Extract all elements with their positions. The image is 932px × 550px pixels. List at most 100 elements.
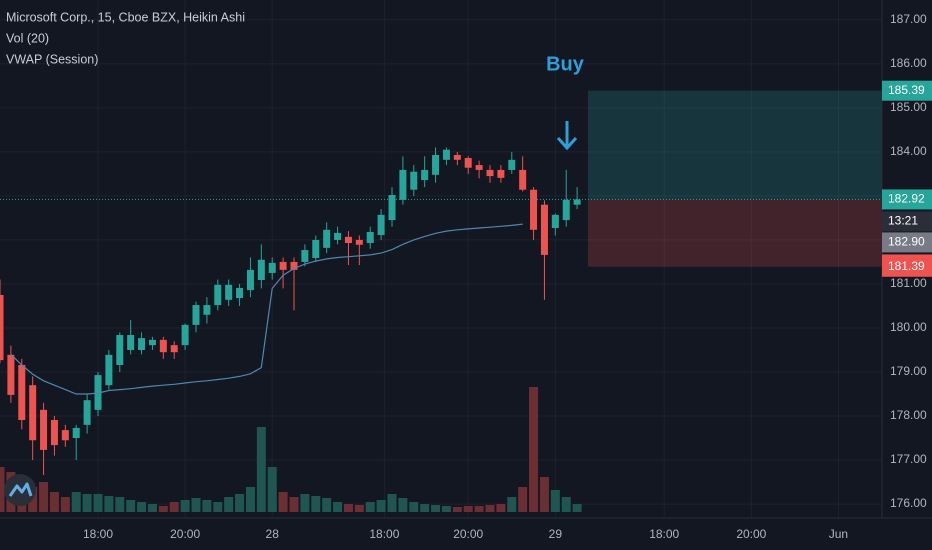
stop-zone [588,199,882,267]
x-tick-label: Jun [829,527,848,541]
volume-bar [343,504,353,512]
candle-body [170,345,178,353]
vwap-line [10,223,523,395]
volume-bar [441,506,451,512]
target-label-bg [882,80,932,101]
stop-label-bg [882,256,932,277]
volume-bar [137,502,147,512]
y-tick-label: 178.00 [890,408,927,422]
volume-bar [256,427,266,512]
volume-bar [496,504,506,512]
candle-body [7,354,15,395]
candle-body [410,171,418,190]
volume-bar [71,492,81,512]
candle-body [486,169,494,177]
legend-vwap: VWAP (Session) [6,52,98,66]
volume-bar [333,502,343,512]
volume-bar [398,498,408,512]
volume-bar [311,496,321,512]
volume-bar [278,492,288,512]
candle-body [453,154,461,160]
candle-body [290,261,298,270]
legend-volume: Vol (20) [6,31,49,45]
candle-body [138,338,146,350]
volume-bar [507,497,517,512]
candle-body [508,159,516,170]
x-tick-label: 28 [266,527,280,541]
candle-body [225,284,233,300]
volume-bar [322,498,332,512]
candle-body [127,335,135,350]
candle-body [355,239,363,245]
volume-bar [539,477,549,512]
x-tick-label: 20:00 [170,527,200,541]
volume-bar [529,387,539,512]
volume-bar [0,467,5,512]
stop-label: 181.39 [888,259,925,273]
candle-body [50,419,58,446]
y-tick-label: 180.00 [890,320,927,334]
volume-bar [93,494,103,512]
volume-bar [387,494,397,512]
volume-bar [452,507,462,512]
target-label: 185.39 [888,83,925,97]
volume-bar [115,497,125,512]
candle-body [323,229,331,248]
y-tick-label: 184.00 [890,144,927,158]
volume-bar [39,482,49,512]
volume-bar [49,492,59,512]
candle-body [464,158,472,168]
volume-bar [572,504,582,512]
candle-body [61,430,69,441]
y-tick-label: 181.00 [890,276,927,290]
volume-bar [126,500,136,512]
buy-annotation: Buy [546,53,585,75]
volume-bar [463,506,473,512]
candle-body [40,409,48,450]
volume-bar [147,504,157,512]
volume-bar [104,496,114,512]
volume-bar [60,497,70,512]
volume-bar [409,502,419,512]
y-tick-label: 179.00 [890,364,927,378]
target-zone [588,90,882,200]
candle-body [236,287,244,299]
candle-body [551,214,559,229]
volume-bar [245,487,255,512]
volume-bar [550,490,560,512]
candle-body [257,259,265,280]
candle-body [105,354,113,386]
buy-arrow [556,121,578,151]
candle-body [540,204,548,255]
x-tick-label: 29 [549,527,563,541]
x-tick-label: 18:00 [369,527,399,541]
candle-body [388,195,396,221]
y-tick-label: 185.00 [890,100,927,114]
candle-body [29,385,37,441]
candle-body [181,324,189,346]
candle-body [497,169,505,178]
last-price-label-bg [882,189,932,210]
x-tick-label: 20:00 [736,527,766,541]
last-price-label: 182.92 [888,192,925,206]
candle-body [475,165,483,170]
candle-body [573,199,581,205]
candle-body [159,339,167,353]
chart-title: Microsoft Corp., 15, Cboe BZX, Heikin As… [6,10,245,24]
volume-bar [213,502,223,512]
x-tick-label: 18:00 [649,527,679,541]
candle-body [116,335,124,365]
candle-body [366,232,374,244]
volume-bar [474,506,484,512]
volume-bar [561,497,571,512]
volume-bar [202,500,212,512]
candle-body [279,261,287,270]
logo[interactable] [4,474,36,506]
volume-bar [354,505,364,512]
price-label: 182.90 [888,235,925,249]
volume-bar [289,497,299,512]
candle-body [312,239,320,258]
candle-body [94,375,102,410]
